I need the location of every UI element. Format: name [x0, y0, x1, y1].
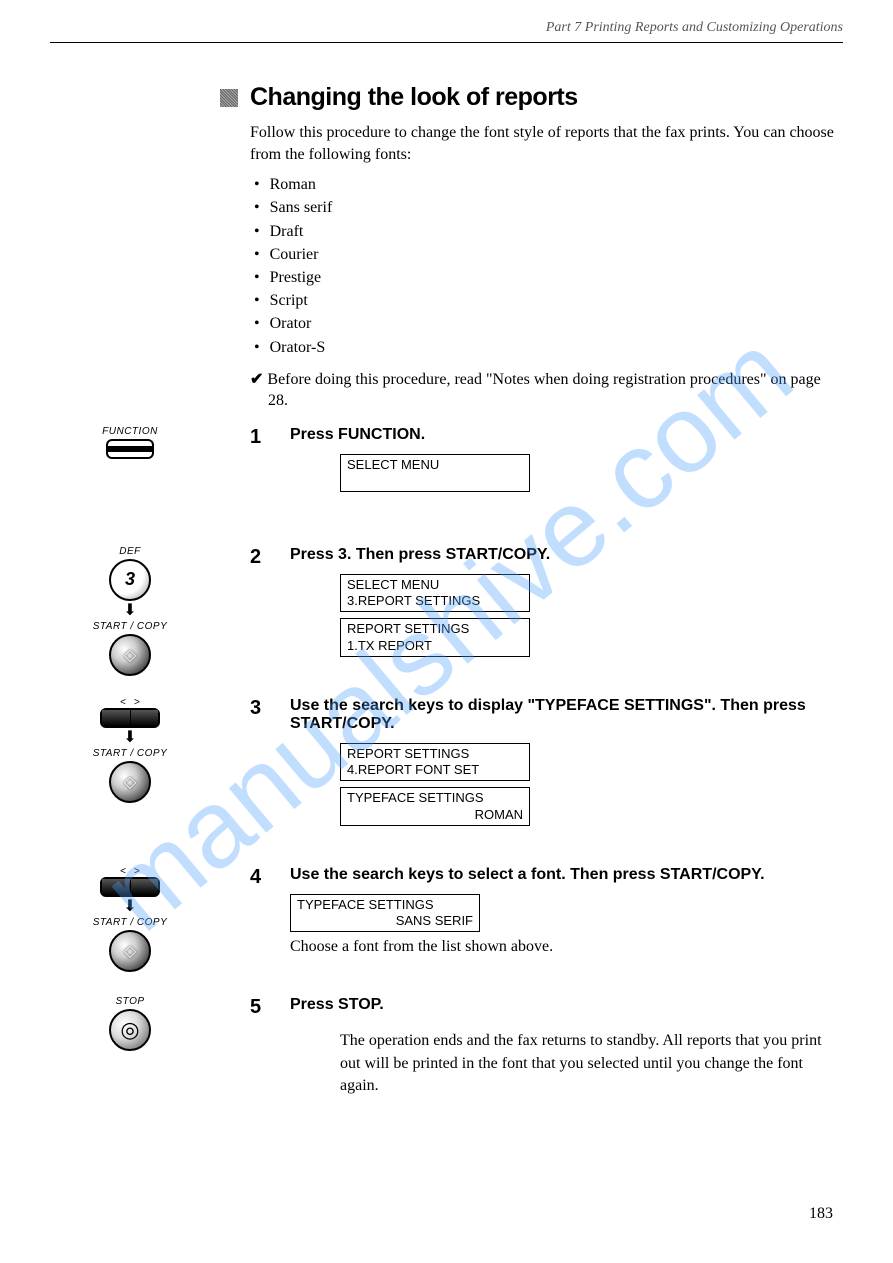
def-label: DEF [70, 546, 190, 557]
lcd-line: 3.REPORT SETTINGS [347, 593, 523, 609]
step-number: 4 [250, 866, 261, 889]
lcd-line: 1.TX REPORT [347, 638, 523, 654]
font-item: Script [254, 289, 843, 312]
font-item: Orator [254, 312, 843, 335]
lcd-display: TYPEFACE SETTINGS SANS SERIF [290, 894, 480, 933]
key-3-icon: 3 [109, 559, 151, 601]
lcd-line: SANS SERIF [297, 913, 473, 929]
lcd-line: REPORT SETTINGS [347, 746, 523, 762]
stop-label: STOP [70, 996, 190, 1007]
function-button-icon [106, 439, 154, 459]
font-item: Courier [254, 243, 843, 266]
lcd-line: ROMAN [347, 807, 523, 823]
section-title: Changing the look of reports [250, 83, 578, 112]
lcd-display: REPORT SETTINGS 4.REPORT FONT SET [340, 743, 530, 782]
step-5: STOP 5 Press STOP. The operation ends an… [250, 996, 843, 1097]
font-list: Roman Sans serif Draft Courier Prestige … [254, 173, 843, 359]
page-number: 183 [809, 1205, 833, 1223]
lcd-display: REPORT SETTINGS 1.TX REPORT [340, 618, 530, 657]
font-item: Sans serif [254, 196, 843, 219]
step-4: <> ⬇ START / COPY 4 Use the search keys … [250, 866, 843, 957]
step-title: Use the search keys to display "TYPEFACE… [290, 697, 843, 733]
step-title: Press 3. Then press START/COPY. [290, 546, 843, 564]
start-copy-button-icon [109, 761, 151, 803]
step-number: 2 [250, 546, 261, 569]
step-number: 3 [250, 697, 261, 720]
lcd-line: TYPEFACE SETTINGS [347, 790, 523, 806]
step-title: Press FUNCTION. [290, 426, 843, 444]
startcopy-label: START / COPY [70, 621, 190, 632]
start-copy-button-icon [109, 634, 151, 676]
font-item: Roman [254, 173, 843, 196]
lcd-line: 4.REPORT FONT SET [347, 762, 523, 778]
arrow-down-icon: ⬇ [70, 603, 190, 619]
search-arrows-label: <> [70, 866, 190, 877]
step-number: 5 [250, 996, 261, 1019]
step-number: 1 [250, 426, 261, 449]
arrow-down-icon: ⬇ [70, 730, 190, 746]
lcd-line: REPORT SETTINGS [347, 621, 523, 637]
lcd-line: SELECT MENU [347, 457, 523, 473]
search-keys-icon [100, 708, 160, 728]
step-note: Choose a font from the list shown above. [290, 938, 843, 956]
stop-button-icon [109, 1009, 151, 1051]
font-item: Draft [254, 220, 843, 243]
section-marker-icon [220, 89, 238, 107]
lcd-display: SELECT MENU [340, 454, 530, 493]
lcd-line: TYPEFACE SETTINGS [297, 897, 473, 913]
startcopy-label: START / COPY [70, 748, 190, 759]
search-keys-icon [100, 877, 160, 897]
step-1: FUNCTION 1 Press FUNCTION. SELECT MENU [250, 426, 843, 506]
step-title: Use the search keys to select a font. Th… [290, 866, 843, 884]
lcd-display: SELECT MENU 3.REPORT SETTINGS [340, 574, 530, 613]
step-title: Press STOP. [290, 996, 843, 1014]
page-header: Part 7 Printing Reports and Customizing … [50, 20, 843, 43]
start-copy-button-icon [109, 930, 151, 972]
startcopy-label: START / COPY [70, 917, 190, 928]
lcd-line: SELECT MENU [347, 577, 523, 593]
font-item: Prestige [254, 266, 843, 289]
step-3: <> ⬇ START / COPY 3 Use the search keys … [250, 697, 843, 826]
step-2: DEF 3 ⬇ START / COPY 2 Press 3. Then pre… [250, 546, 843, 657]
check-note: Before doing this procedure, read "Notes… [250, 369, 843, 412]
intro-text: Follow this procedure to change the font… [250, 122, 843, 165]
arrow-down-icon: ⬇ [70, 899, 190, 915]
final-text: The operation ends and the fax returns t… [340, 1030, 843, 1097]
font-item: Orator-S [254, 336, 843, 359]
lcd-line [347, 473, 523, 489]
lcd-display: TYPEFACE SETTINGS ROMAN [340, 787, 530, 826]
function-label: FUNCTION [70, 426, 190, 437]
search-arrows-label: <> [70, 697, 190, 708]
